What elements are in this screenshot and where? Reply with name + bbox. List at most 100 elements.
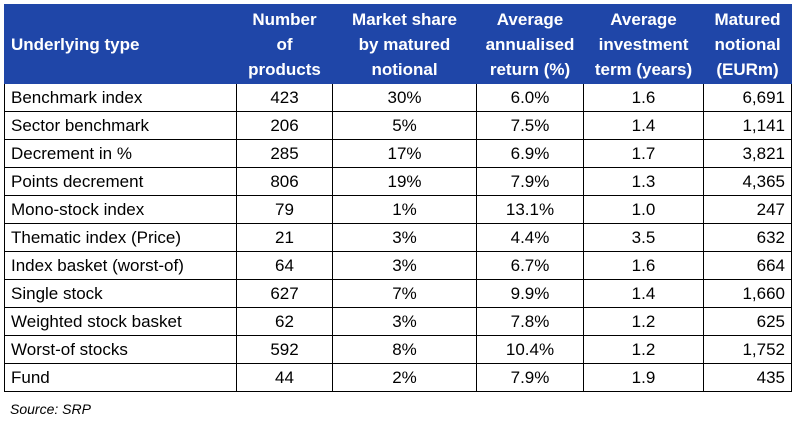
table-row: Single stock 627 7% 9.9% 1.4 1,660 xyxy=(4,279,792,308)
header-line: Underlying type xyxy=(11,34,140,54)
cell-matured-notional: 6,691 xyxy=(703,83,792,112)
table-row: Sector benchmark 206 5% 7.5% 1.4 1,141 xyxy=(4,111,792,140)
header-line: annualised xyxy=(485,34,575,54)
col-header-average-return: Average annualised return (%) xyxy=(476,4,584,84)
cell-average-term: 1.7 xyxy=(583,139,704,168)
cell-average-term: 1.6 xyxy=(583,251,704,280)
cell-market-share: 3% xyxy=(332,223,477,252)
cell-matured-notional: 1,141 xyxy=(703,111,792,140)
cell-number-of-products: 206 xyxy=(236,111,333,140)
cell-underlying-type: Worst-of stocks xyxy=(4,335,237,364)
cell-underlying-type: Thematic index (Price) xyxy=(4,223,237,252)
source-note: Source: SRP xyxy=(10,401,91,417)
header-line: Number xyxy=(252,9,317,29)
table-row: Mono-stock index 79 1% 13.1% 1.0 247 xyxy=(4,195,792,224)
cell-underlying-type: Single stock xyxy=(4,279,237,308)
col-header-underlying-type: Underlying type xyxy=(4,4,237,84)
cell-underlying-type: Weighted stock basket xyxy=(4,307,237,336)
cell-market-share: 3% xyxy=(332,307,477,336)
cell-matured-notional: 3,821 xyxy=(703,139,792,168)
cell-market-share: 5% xyxy=(332,111,477,140)
cell-number-of-products: 806 xyxy=(236,167,333,196)
cell-matured-notional: 4,365 xyxy=(703,167,792,196)
table-row: Points decrement 806 19% 7.9% 1.3 4,365 xyxy=(4,167,792,196)
cell-number-of-products: 592 xyxy=(236,335,333,364)
cell-average-return: 6.0% xyxy=(476,83,584,112)
cell-average-return: 7.5% xyxy=(476,111,584,140)
cell-number-of-products: 285 xyxy=(236,139,333,168)
cell-market-share: 30% xyxy=(332,83,477,112)
cell-market-share: 8% xyxy=(332,335,477,364)
cell-number-of-products: 62 xyxy=(236,307,333,336)
header-line: by matured xyxy=(358,34,451,54)
header-line: (EURm) xyxy=(716,59,779,79)
cell-average-return: 7.9% xyxy=(476,167,584,196)
cell-matured-notional: 632 xyxy=(703,223,792,252)
header-line: investment xyxy=(598,34,689,54)
cell-underlying-type: Mono-stock index xyxy=(4,195,237,224)
header-line: of xyxy=(276,34,293,54)
cell-underlying-type: Benchmark index xyxy=(4,83,237,112)
table-row: Benchmark index 423 30% 6.0% 1.6 6,691 xyxy=(4,83,792,112)
cell-number-of-products: 423 xyxy=(236,83,333,112)
cell-market-share: 1% xyxy=(332,195,477,224)
cell-underlying-type: Fund xyxy=(4,363,237,392)
cell-underlying-type: Sector benchmark xyxy=(4,111,237,140)
cell-market-share: 3% xyxy=(332,251,477,280)
cell-average-return: 7.9% xyxy=(476,363,584,392)
cell-underlying-type: Points decrement xyxy=(4,167,237,196)
cell-number-of-products: 79 xyxy=(236,195,333,224)
cell-matured-notional: 247 xyxy=(703,195,792,224)
table-row: Fund 44 2% 7.9% 1.9 435 xyxy=(4,363,792,392)
cell-market-share: 7% xyxy=(332,279,477,308)
cell-average-term: 1.2 xyxy=(583,307,704,336)
col-header-market-share: Market share by matured notional xyxy=(332,4,477,84)
cell-average-term: 3.5 xyxy=(583,223,704,252)
table-row: Weighted stock basket 62 3% 7.8% 1.2 625 xyxy=(4,307,792,336)
cell-market-share: 19% xyxy=(332,167,477,196)
cell-average-term: 1.2 xyxy=(583,335,704,364)
cell-market-share: 17% xyxy=(332,139,477,168)
col-header-number-of-products: Number of products xyxy=(236,4,333,84)
cell-matured-notional: 625 xyxy=(703,307,792,336)
cell-average-term: 1.3 xyxy=(583,167,704,196)
cell-number-of-products: 627 xyxy=(236,279,333,308)
cell-average-return: 7.8% xyxy=(476,307,584,336)
table-row: Thematic index (Price) 21 3% 4.4% 3.5 632 xyxy=(4,223,792,252)
cell-underlying-type: Index basket (worst-of) xyxy=(4,251,237,280)
header-line: notional xyxy=(714,34,781,54)
col-header-average-term: Average investment term (years) xyxy=(583,4,704,84)
header-line: Average xyxy=(610,9,677,29)
cell-average-return: 13.1% xyxy=(476,195,584,224)
cell-matured-notional: 1,752 xyxy=(703,335,792,364)
table-row: Index basket (worst-of) 64 3% 6.7% 1.6 664 xyxy=(4,251,792,280)
header-line: term (years) xyxy=(594,59,693,79)
cell-number-of-products: 64 xyxy=(236,251,333,280)
cell-average-return: 6.9% xyxy=(476,139,584,168)
header-line: return (%) xyxy=(489,59,571,79)
cell-average-return: 10.4% xyxy=(476,335,584,364)
table-row: Worst-of stocks 592 8% 10.4% 1.2 1,752 xyxy=(4,335,792,364)
cell-average-term: 1.4 xyxy=(583,279,704,308)
cell-number-of-products: 44 xyxy=(236,363,333,392)
cell-market-share: 2% xyxy=(332,363,477,392)
data-table: Underlying type Number of products Market sh… xyxy=(4,4,792,392)
cell-number-of-products: 21 xyxy=(236,223,333,252)
header-line: products xyxy=(248,59,321,79)
table-row: Decrement in % 285 17% 6.9% 1.7 3,821 xyxy=(4,139,792,168)
table-body: Benchmark index 423 30% 6.0% 1.6 6,691 Sector … xyxy=(4,83,792,392)
header-line: notional xyxy=(371,59,438,79)
cell-average-term: 1.0 xyxy=(583,195,704,224)
header-row: Underlying type Number of products Market sh… xyxy=(4,4,792,84)
cell-average-term: 1.6 xyxy=(583,83,704,112)
cell-matured-notional: 664 xyxy=(703,251,792,280)
cell-matured-notional: 435 xyxy=(703,363,792,392)
cell-average-return: 6.7% xyxy=(476,251,584,280)
col-header-matured-notional: Matured notional (EURm) xyxy=(703,4,792,84)
cell-matured-notional: 1,660 xyxy=(703,279,792,308)
cell-average-return: 9.9% xyxy=(476,279,584,308)
header-line: Average xyxy=(496,9,564,29)
cell-underlying-type: Decrement in % xyxy=(4,139,237,168)
header-line: Matured xyxy=(714,9,781,29)
header-line: Market share xyxy=(352,9,457,29)
